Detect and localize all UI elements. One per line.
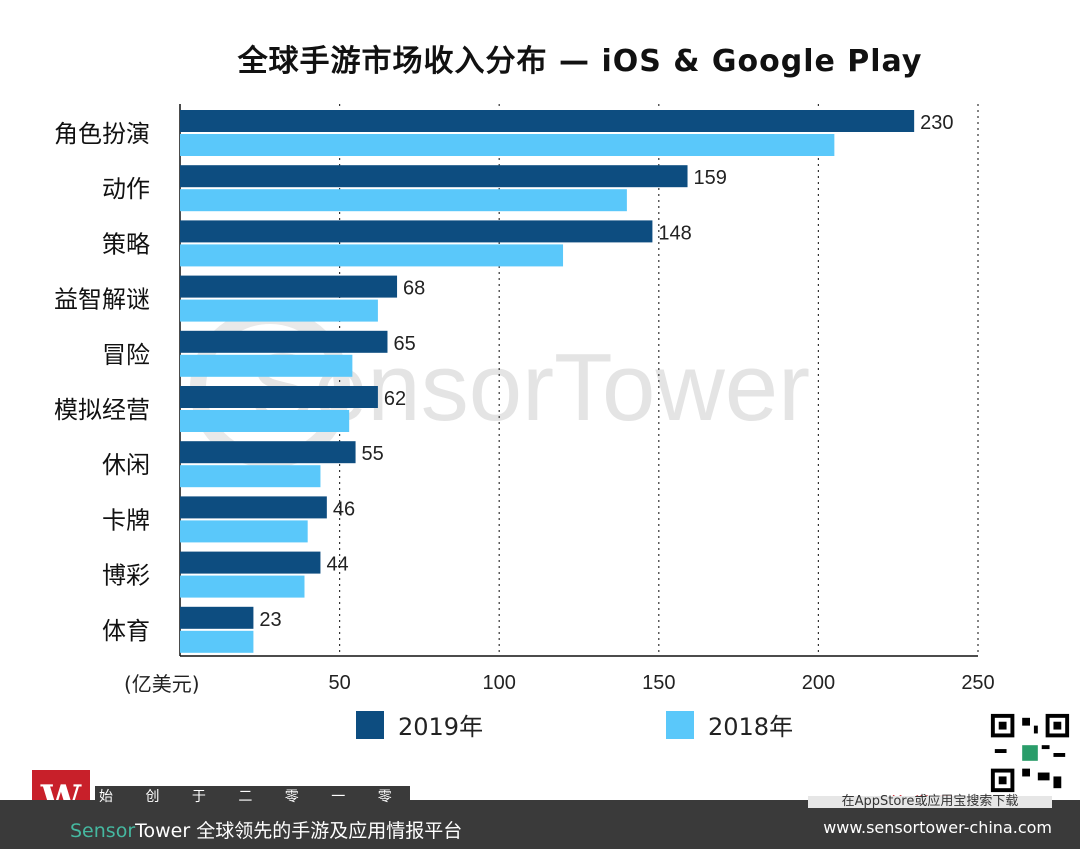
legend-label-2018: 2018年 <box>708 713 794 741</box>
category-label-5: 模拟经营 <box>54 396 150 424</box>
legend-item-2018: 2018年 <box>666 707 793 742</box>
qr-code-icon[interactable] <box>986 710 1074 796</box>
x-tick-label-1: 100 <box>483 672 516 694</box>
data-label-9: 23 <box>259 609 281 631</box>
data-label-6: 55 <box>362 443 384 465</box>
category-label-4: 冒险 <box>102 341 150 369</box>
category-label-7: 卡牌 <box>102 506 150 534</box>
bar-2019年-1 <box>180 165 688 188</box>
bar-2018年-1 <box>180 189 627 212</box>
bar-2019年-9 <box>180 606 254 629</box>
bar-2019年-4 <box>180 330 388 353</box>
bar-2018年-5 <box>180 410 350 432</box>
footer-url[interactable]: www.sensortower-china.com <box>823 818 1052 837</box>
footer-appstore-note: 在AppStore或应用宝搜索下载 <box>808 795 1052 808</box>
footer-brand[interactable]: SensorTower 全球领先的手游及应用情报平台 <box>70 816 462 843</box>
legend-swatch-2018 <box>666 710 694 739</box>
x-tick-label-2: 150 <box>642 672 675 694</box>
bar-2019年-3 <box>180 275 398 298</box>
brand-tower: Tower <box>135 820 191 842</box>
category-label-6: 休闲 <box>102 451 150 479</box>
bar-2019年-5 <box>180 386 378 408</box>
bar-2018年-7 <box>180 520 308 543</box>
data-label-8: 44 <box>326 554 348 576</box>
x-tick-label-3: 200 <box>802 672 835 694</box>
x-tick-label-0: 50 <box>328 672 350 694</box>
data-label-4: 65 <box>393 333 415 355</box>
x-axis-unit-label: (亿美元) <box>124 672 200 696</box>
data-label-3: 68 <box>403 278 425 300</box>
brand-tagline: 全球领先的手游及应用情报平台 <box>196 820 463 842</box>
bar-2018年-3 <box>180 299 378 322</box>
data-label-2: 148 <box>658 222 691 244</box>
category-label-9: 体育 <box>102 617 150 645</box>
category-label-8: 博彩 <box>102 562 150 590</box>
bar-2019年-2 <box>180 220 653 243</box>
chart-title: 全球手游市场收入分布 — iOS & Google Play <box>237 44 923 79</box>
data-label-7: 46 <box>333 498 355 520</box>
data-label-1: 159 <box>694 167 727 189</box>
category-label-1: 动作 <box>102 175 150 203</box>
category-label-2: 策略 <box>102 230 150 258</box>
category-label-0: 角色扮演 <box>54 120 150 148</box>
bar-2018年-6 <box>180 465 321 488</box>
legend-swatch-2019 <box>356 710 384 739</box>
bar-2019年-6 <box>180 441 356 464</box>
legend-label-2019: 2019年 <box>398 713 484 741</box>
bar-2019年-7 <box>180 496 327 519</box>
bar-2018年-8 <box>180 575 305 598</box>
category-label-3: 益智解谜 <box>54 286 150 314</box>
legend-item-2019: 2019年 <box>356 707 483 742</box>
footer-bar: 始 创 于 二 零 一 零 在AppStore或应用宝搜索下载 SensorTo… <box>0 786 1080 849</box>
bar-2018年-4 <box>180 354 353 377</box>
bar-2018年-2 <box>180 244 564 267</box>
bar-2019年-0 <box>180 110 915 132</box>
brand-sensor: Sensor <box>70 820 136 842</box>
data-label-5: 62 <box>384 388 406 410</box>
x-tick-label-4: 250 <box>961 672 994 694</box>
data-label-0: 230 <box>920 112 953 134</box>
bar-2019年-8 <box>180 551 321 574</box>
footer-overlay-note: 始 创 于 二 零 一 零 <box>95 786 410 806</box>
bar-2018年-0 <box>180 134 835 156</box>
bar-2018年-9 <box>180 630 254 653</box>
